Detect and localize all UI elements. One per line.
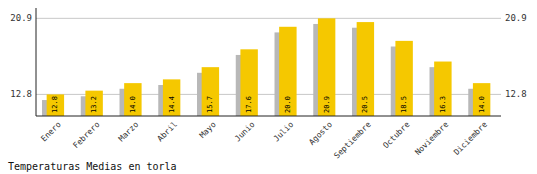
data-label: 13.2: [90, 96, 98, 113]
grid-line: [36, 18, 501, 19]
y2-tick-label: 20.9: [505, 13, 527, 23]
title: Temperaturas Medias en torla: [8, 161, 177, 172]
bar: [473, 83, 490, 116]
x-tick-label: Diciembre: [452, 120, 489, 157]
bar: [240, 49, 257, 116]
bar: [124, 83, 141, 116]
bar: [279, 27, 296, 116]
x-axis-line: [36, 116, 501, 117]
x-tick-label: Mayo: [198, 120, 218, 140]
bar: [81, 96, 98, 116]
y2-tick-label: 12.8: [505, 89, 527, 99]
bar: [163, 79, 180, 116]
x-tick-label: Junio: [233, 120, 257, 144]
x-tick-label: Julio: [272, 120, 296, 144]
y-axis-line: [36, 8, 37, 116]
data-label: 20.0: [284, 96, 292, 113]
bar: [85, 91, 102, 116]
x-tick-label: Marzo: [117, 120, 141, 144]
x-tick-label: Febrero: [71, 120, 101, 150]
data-label: 17.6: [245, 96, 253, 113]
data-label: 14.4: [168, 96, 176, 113]
data-label: 15.7: [206, 96, 214, 113]
bar: [47, 94, 64, 116]
chart-container: 12.8 13.2 14.0 14.4 15.7 17.6 20.0 20.9 20.5 18.5…: [0, 0, 537, 174]
chart-svg: 12.8 13.2 14.0 14.4 15.7 17.6 20.0 20.9 20.5 18.5…: [0, 0, 537, 174]
data-label: 14.0: [129, 96, 137, 113]
bar: [357, 22, 374, 116]
x-tick-label: Abril: [156, 120, 180, 144]
x-tick-label: Noviembre: [413, 120, 450, 157]
y-tick-label: 12.8: [10, 89, 32, 99]
data-label: 14.0: [478, 96, 486, 113]
data-label: 16.3: [439, 96, 447, 113]
data-label: 20.5: [361, 96, 369, 113]
x-tick-label: Agosto: [307, 120, 334, 147]
data-label: 12.8: [51, 96, 59, 113]
data-label: 18.5: [400, 96, 408, 113]
bar: [202, 67, 219, 116]
bars: [42, 18, 490, 116]
y-tick-label: 20.9: [10, 13, 32, 23]
bar: [318, 18, 335, 116]
bar: [434, 62, 451, 116]
data-label: 20.9: [323, 96, 331, 113]
x-tick-label: Enero: [39, 120, 63, 144]
bar: [395, 41, 412, 116]
x-tick-label: Octubre: [381, 120, 411, 150]
x-tick-label: Septiembre: [332, 120, 373, 161]
